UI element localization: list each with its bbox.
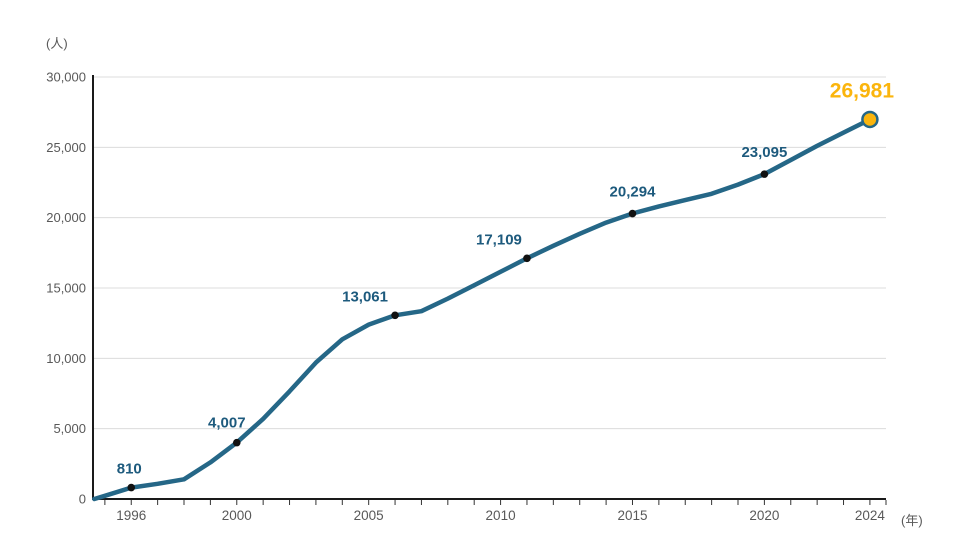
y-tick-label: 25,000 (46, 140, 86, 155)
data-point-marker (628, 209, 637, 218)
x-tick-label: 1996 (116, 508, 146, 523)
data-point-marker (523, 254, 531, 263)
data-point-label: 20,294 (610, 184, 657, 201)
y-tick-label: 30,000 (46, 70, 86, 85)
data-point-label: 17,109 (476, 231, 522, 248)
highlight-marker (861, 110, 879, 129)
y-tick-label: 20,000 (46, 210, 86, 225)
y-tick-label: 0 (79, 492, 86, 507)
y-tick-label: 5,000 (53, 421, 86, 436)
data-point-marker (391, 311, 399, 320)
data-point-label: 13,061 (342, 288, 388, 305)
x-tick-label: 2005 (354, 508, 384, 523)
y-axis-unit-label: (人) (46, 36, 68, 51)
x-tick-label: 2015 (617, 508, 647, 523)
y-tick-label: 15,000 (46, 281, 86, 296)
x-tick-label: 2010 (486, 508, 516, 523)
trend-line (92, 117, 873, 502)
data-point-label: 4,007 (208, 415, 246, 432)
data-point-label: 810 (117, 461, 142, 478)
data-point-label: 23,095 (741, 144, 787, 161)
x-tick-label: 2024 (855, 508, 886, 523)
y-tick-label: 10,000 (46, 351, 86, 366)
data-point-marker (232, 438, 241, 447)
highlight-value-label: 26,981 (830, 79, 895, 102)
x-axis-unit-label: (年) (901, 513, 923, 528)
x-tick-label: 2000 (222, 508, 252, 523)
data-point-marker (760, 170, 769, 178)
data-point-marker (127, 483, 136, 492)
x-tick-label: 2020 (749, 508, 779, 523)
